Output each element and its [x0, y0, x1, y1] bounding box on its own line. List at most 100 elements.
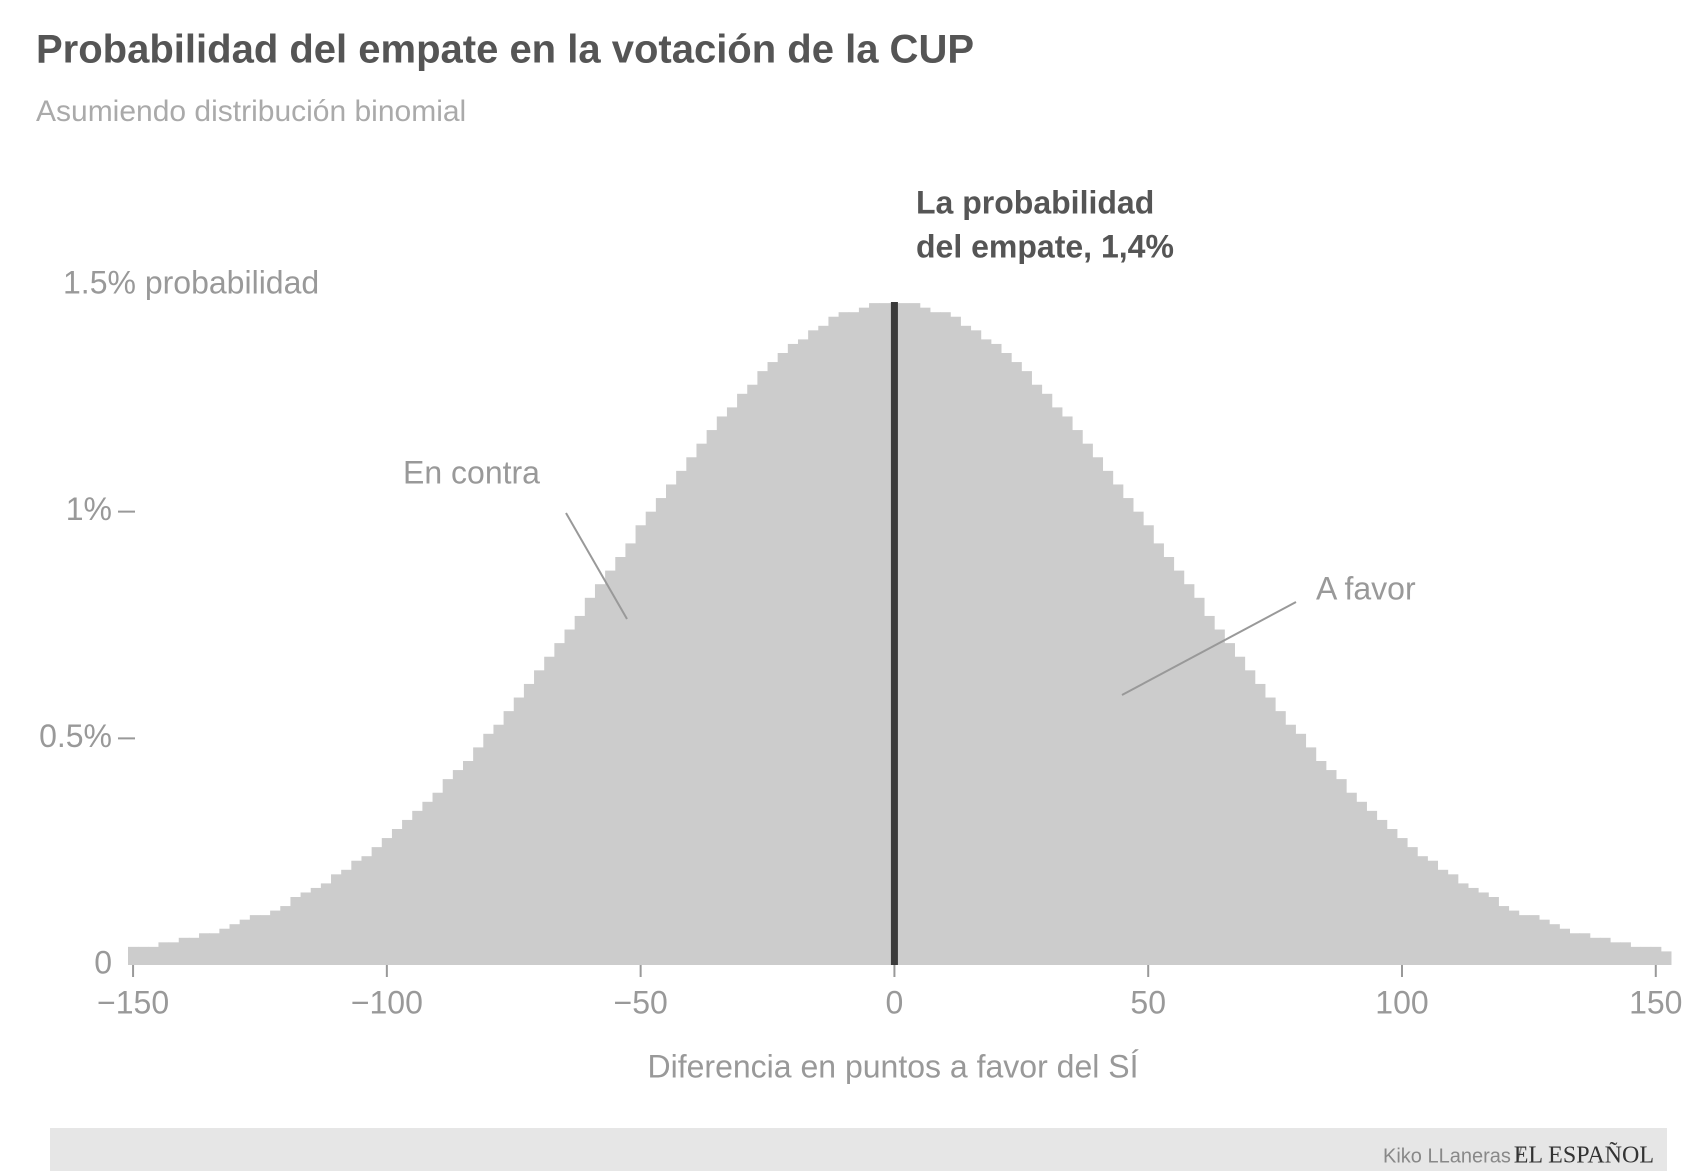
- bar: [1630, 946, 1642, 965]
- bar: [1173, 570, 1185, 965]
- bar: [1407, 847, 1418, 965]
- bar: [1437, 869, 1449, 965]
- chart-title: Probabilidad del empate en la votación d…: [36, 28, 974, 72]
- bar: [503, 711, 515, 965]
- bar: [1102, 470, 1114, 965]
- chart-subtitle: Asumiendo distribución binomial: [36, 95, 466, 128]
- x-tick-label: −50: [614, 984, 668, 1020]
- bar: [1376, 819, 1388, 965]
- bar: [331, 874, 342, 965]
- bar: [1214, 629, 1225, 965]
- bar: [1204, 615, 1215, 965]
- bar: [341, 869, 352, 965]
- bar: [1488, 897, 1499, 965]
- bar: [1143, 525, 1154, 965]
- bar: [1539, 919, 1550, 965]
- bar: [1305, 747, 1317, 965]
- bar: [351, 860, 362, 965]
- y-tick-label: 0.5%: [39, 718, 112, 754]
- bar: [1650, 946, 1662, 965]
- bar: [1589, 937, 1601, 965]
- bar: [909, 303, 921, 966]
- bar: [158, 942, 170, 965]
- bar: [929, 312, 941, 965]
- bar: [1264, 697, 1276, 965]
- bar: [371, 847, 383, 965]
- bar: [767, 362, 779, 966]
- y-tick-label: 1.5% probabilidad: [63, 264, 319, 300]
- bar: [676, 470, 687, 965]
- bar: [381, 838, 393, 965]
- bar: [1569, 933, 1581, 965]
- x-tick-label: 100: [1375, 984, 1428, 1020]
- bar: [747, 384, 758, 965]
- bar: [1366, 810, 1378, 965]
- bar: [777, 353, 789, 965]
- bar: [940, 312, 951, 965]
- bar: [1325, 770, 1337, 965]
- bar: [1163, 557, 1175, 965]
- bar: [635, 525, 647, 965]
- bar: [249, 915, 261, 965]
- bar: [1183, 584, 1195, 965]
- bar: [1346, 792, 1357, 965]
- bar: [209, 933, 220, 965]
- bar: [148, 946, 159, 965]
- bar: [1254, 683, 1266, 965]
- bar: [199, 933, 210, 965]
- bar: [980, 339, 992, 965]
- bar: [1579, 933, 1591, 965]
- bar: [1599, 937, 1611, 965]
- bar: [1082, 443, 1093, 966]
- bar: [615, 557, 626, 965]
- bar: [412, 810, 423, 965]
- bar: [229, 924, 241, 965]
- bar: [1193, 597, 1205, 965]
- bar: [1021, 371, 1032, 966]
- bar: [696, 443, 708, 966]
- bar: [990, 343, 1002, 965]
- bar: [483, 733, 494, 965]
- leader-line: [1121, 601, 1297, 696]
- bar: [239, 919, 251, 965]
- bar: [848, 312, 860, 965]
- bar: [1427, 860, 1439, 965]
- bar: [869, 303, 880, 966]
- bar: [391, 829, 403, 965]
- bar: [178, 937, 190, 965]
- bar: [432, 792, 444, 965]
- bar: [808, 330, 819, 965]
- bar: [422, 801, 434, 965]
- bar: [584, 597, 596, 965]
- bar: [1620, 942, 1631, 965]
- bar: [1518, 915, 1530, 965]
- bar: [899, 303, 911, 966]
- x-axis-title: Diferencia en puntos a favor del SÍ: [648, 1048, 1139, 1084]
- bar: [625, 543, 637, 965]
- bar: [879, 303, 890, 966]
- bar: [1386, 829, 1398, 965]
- footer-brand: EL ESPAÑOL: [1514, 1143, 1654, 1169]
- bar: [1660, 951, 1672, 965]
- bar: [554, 643, 566, 965]
- x-tick-label: 0: [886, 984, 904, 1020]
- label-a-favor: A favor: [1316, 570, 1416, 606]
- annotation: La probabilidad: [916, 184, 1154, 220]
- bar: [1417, 856, 1428, 965]
- bar: [1031, 384, 1043, 965]
- bar: [1072, 430, 1083, 966]
- bar: [300, 892, 312, 965]
- footer-bar: [50, 1128, 1667, 1171]
- bar: [1356, 801, 1367, 965]
- bar: [737, 393, 748, 965]
- bar: [797, 339, 809, 965]
- bar: [1528, 915, 1540, 965]
- bar: [564, 629, 576, 965]
- bar: [838, 312, 850, 965]
- bar: [919, 307, 931, 966]
- bar: [310, 887, 322, 965]
- bar: [523, 683, 535, 965]
- bar: [1275, 711, 1286, 965]
- leader-line: [565, 512, 628, 620]
- bar: [574, 615, 586, 965]
